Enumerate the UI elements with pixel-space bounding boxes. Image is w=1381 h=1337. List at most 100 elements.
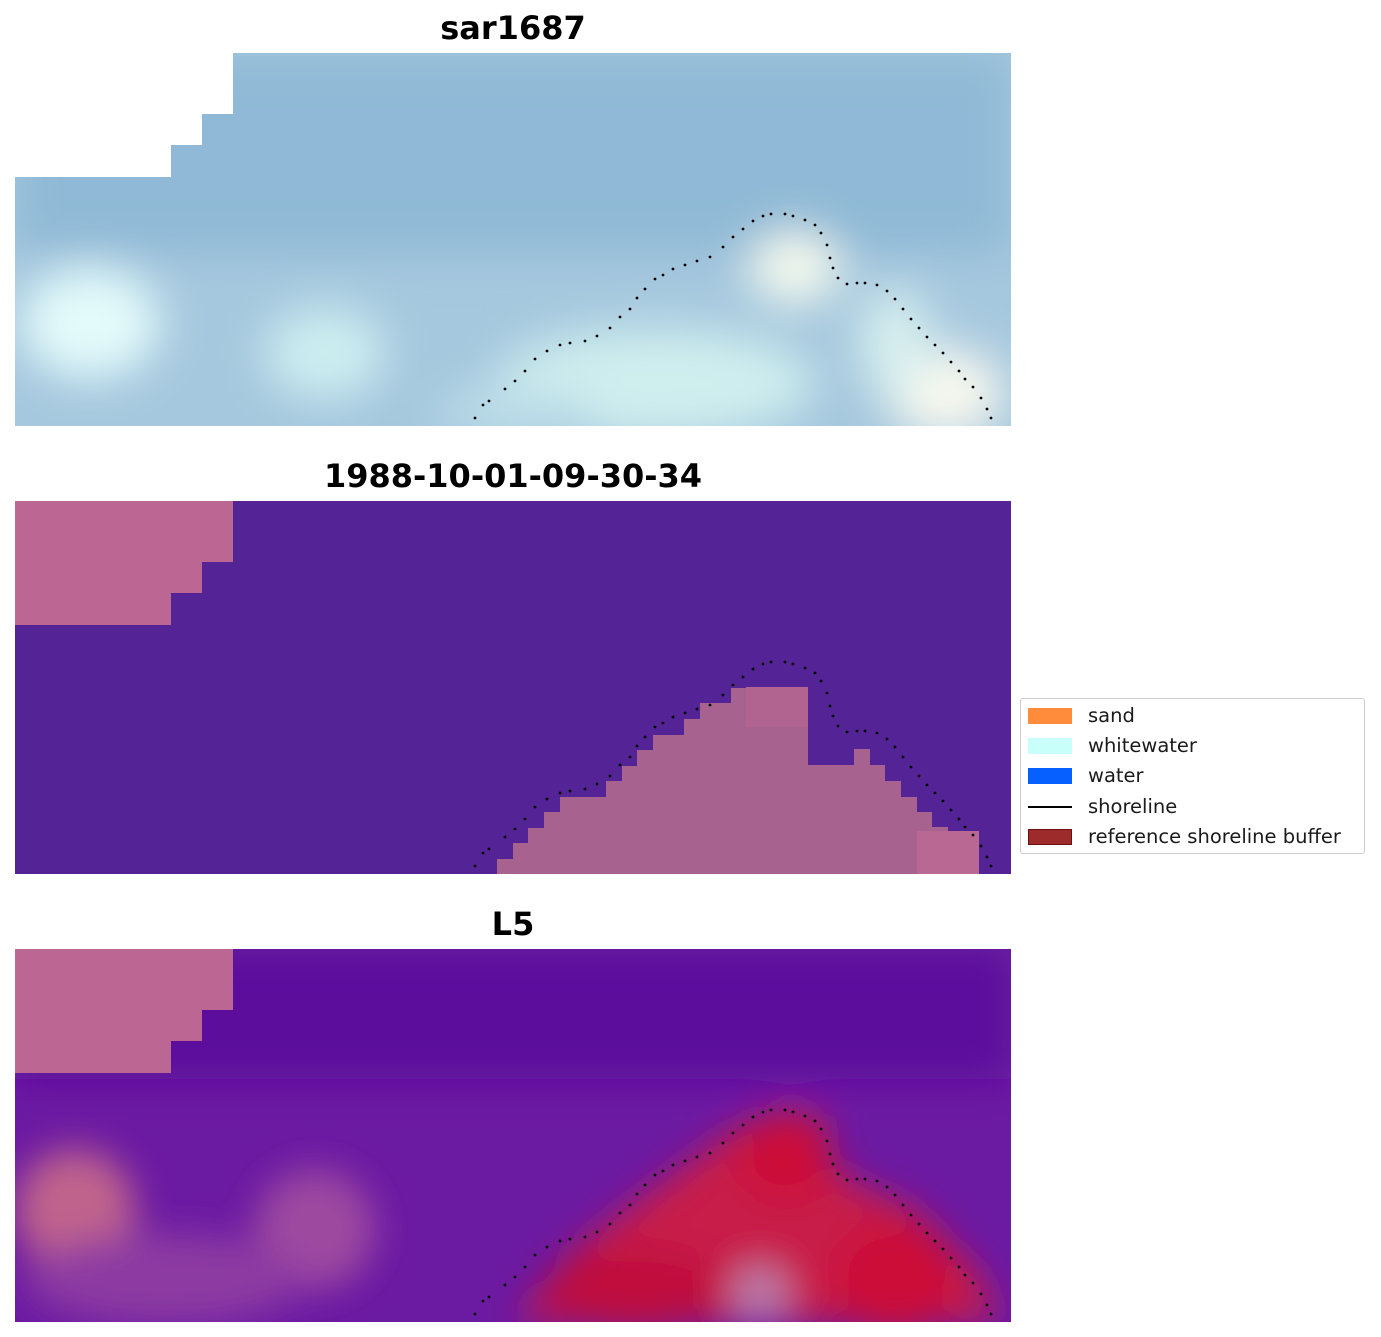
shoreline-dot <box>836 724 840 728</box>
shoreline-dot <box>885 1185 889 1189</box>
shoreline-dot <box>819 679 823 683</box>
shoreline-dot <box>731 1131 735 1135</box>
legend-label-reference-buffer: reference shoreline buffer <box>1088 825 1341 848</box>
shoreline-dot <box>933 343 937 347</box>
shoreline-dot <box>643 1183 647 1187</box>
shoreline-dot <box>825 691 829 695</box>
shoreline-dot <box>831 1162 835 1166</box>
shoreline-dot <box>989 864 993 868</box>
shoreline-dot <box>751 667 755 671</box>
shoreline-dot <box>761 214 765 218</box>
panel-title-index: L5 <box>491 905 535 943</box>
shoreline-dot <box>473 864 477 868</box>
shoreline-dot <box>893 297 897 301</box>
shoreline-dot <box>979 396 983 400</box>
shoreline-dot <box>481 403 485 407</box>
shoreline-dot <box>513 379 517 383</box>
shoreline-dot <box>595 782 599 786</box>
classification-image-svg <box>15 501 1011 874</box>
shoreline-dot <box>941 1247 945 1251</box>
shoreline-dot <box>971 833 975 837</box>
shoreline-dot <box>558 343 562 347</box>
legend-label-whitewater: whitewater <box>1088 734 1197 757</box>
shoreline-dot <box>989 1312 993 1316</box>
shoreline-dot <box>618 315 622 319</box>
panel-title-rgb: sar1687 <box>440 9 586 47</box>
shoreline-dot <box>901 755 905 759</box>
shoreline-dot <box>653 277 657 281</box>
shoreline-dot <box>618 763 622 767</box>
shoreline-dot <box>933 1239 937 1243</box>
shoreline-dot <box>695 1155 699 1159</box>
panel-rgb-image <box>15 53 1011 426</box>
shoreline-dot <box>791 214 795 218</box>
shoreline-dot <box>487 847 491 851</box>
shoreline-dot <box>979 844 983 848</box>
shoreline-dot <box>909 1213 913 1217</box>
shoreline-dot <box>741 1123 745 1127</box>
shoreline-dot <box>933 791 937 795</box>
shoreline-dot <box>661 273 665 277</box>
shoreline-dot <box>473 416 477 420</box>
shoreline-dot <box>885 289 889 293</box>
shoreline-dot <box>671 715 675 719</box>
shoreline-dot <box>503 835 507 839</box>
shoreline-dot <box>828 256 832 260</box>
shoreline-dot <box>855 281 859 285</box>
shoreline-dot <box>813 671 817 675</box>
shoreline-dot <box>769 660 773 664</box>
shoreline-dot <box>855 729 859 733</box>
shoreline-dot <box>791 662 795 666</box>
shoreline-dot <box>608 326 612 330</box>
shoreline-dot <box>925 1231 929 1235</box>
shoreline-dot <box>875 731 879 735</box>
panel-classification-image <box>15 501 1011 874</box>
shoreline-dot <box>583 1235 587 1239</box>
shoreline-dots-index <box>473 1108 993 1316</box>
shoreline-dot <box>661 721 665 725</box>
shoreline-dot <box>568 341 572 345</box>
shoreline-dot <box>643 735 647 739</box>
shoreline-dot <box>708 703 712 707</box>
shoreline-dot <box>695 259 699 263</box>
shoreline-dot <box>885 737 889 741</box>
shoreline-dot <box>671 267 675 271</box>
shoreline-dot <box>769 1108 773 1112</box>
rgb-image-svg <box>15 53 1011 426</box>
shoreline-dot <box>533 357 537 361</box>
shoreline-dot <box>949 360 953 364</box>
shoreline-dot <box>825 243 829 247</box>
shoreline-dot <box>618 1211 622 1215</box>
shoreline-dot <box>917 1222 921 1226</box>
shoreline-dot <box>721 1141 725 1145</box>
shoreline-dot <box>963 825 967 829</box>
shoreline-dot <box>731 683 735 687</box>
legend-label-shoreline: shoreline <box>1088 795 1178 818</box>
legend-swatch-water <box>1028 768 1072 784</box>
shoreline-dot <box>558 791 562 795</box>
panel-index-image <box>15 949 1011 1322</box>
shoreline-dot <box>813 223 817 227</box>
shoreline-dot <box>963 377 967 381</box>
shoreline-dot <box>481 851 485 855</box>
shoreline-dot <box>957 817 961 821</box>
shoreline-dot <box>731 235 735 239</box>
shoreline-dot <box>751 1115 755 1119</box>
shoreline-dot <box>917 774 921 778</box>
shoreline-dot <box>863 1177 867 1181</box>
shoreline-dot <box>783 212 787 216</box>
shoreline-dot <box>909 765 913 769</box>
shoreline-dot <box>831 266 835 270</box>
shoreline-dot <box>791 1110 795 1114</box>
legend-label-water: water <box>1088 764 1144 787</box>
legend-label-sand: sand <box>1088 704 1135 727</box>
shoreline-dot <box>751 219 755 223</box>
shoreline-dot <box>819 1127 823 1131</box>
shoreline-dot <box>635 744 639 748</box>
shoreline-dot <box>875 1179 879 1183</box>
shoreline-dot <box>653 725 657 729</box>
shoreline-dot <box>708 1151 712 1155</box>
nodata-mask <box>15 53 233 177</box>
shoreline-dot <box>803 666 807 670</box>
shoreline-dot <box>683 263 687 267</box>
